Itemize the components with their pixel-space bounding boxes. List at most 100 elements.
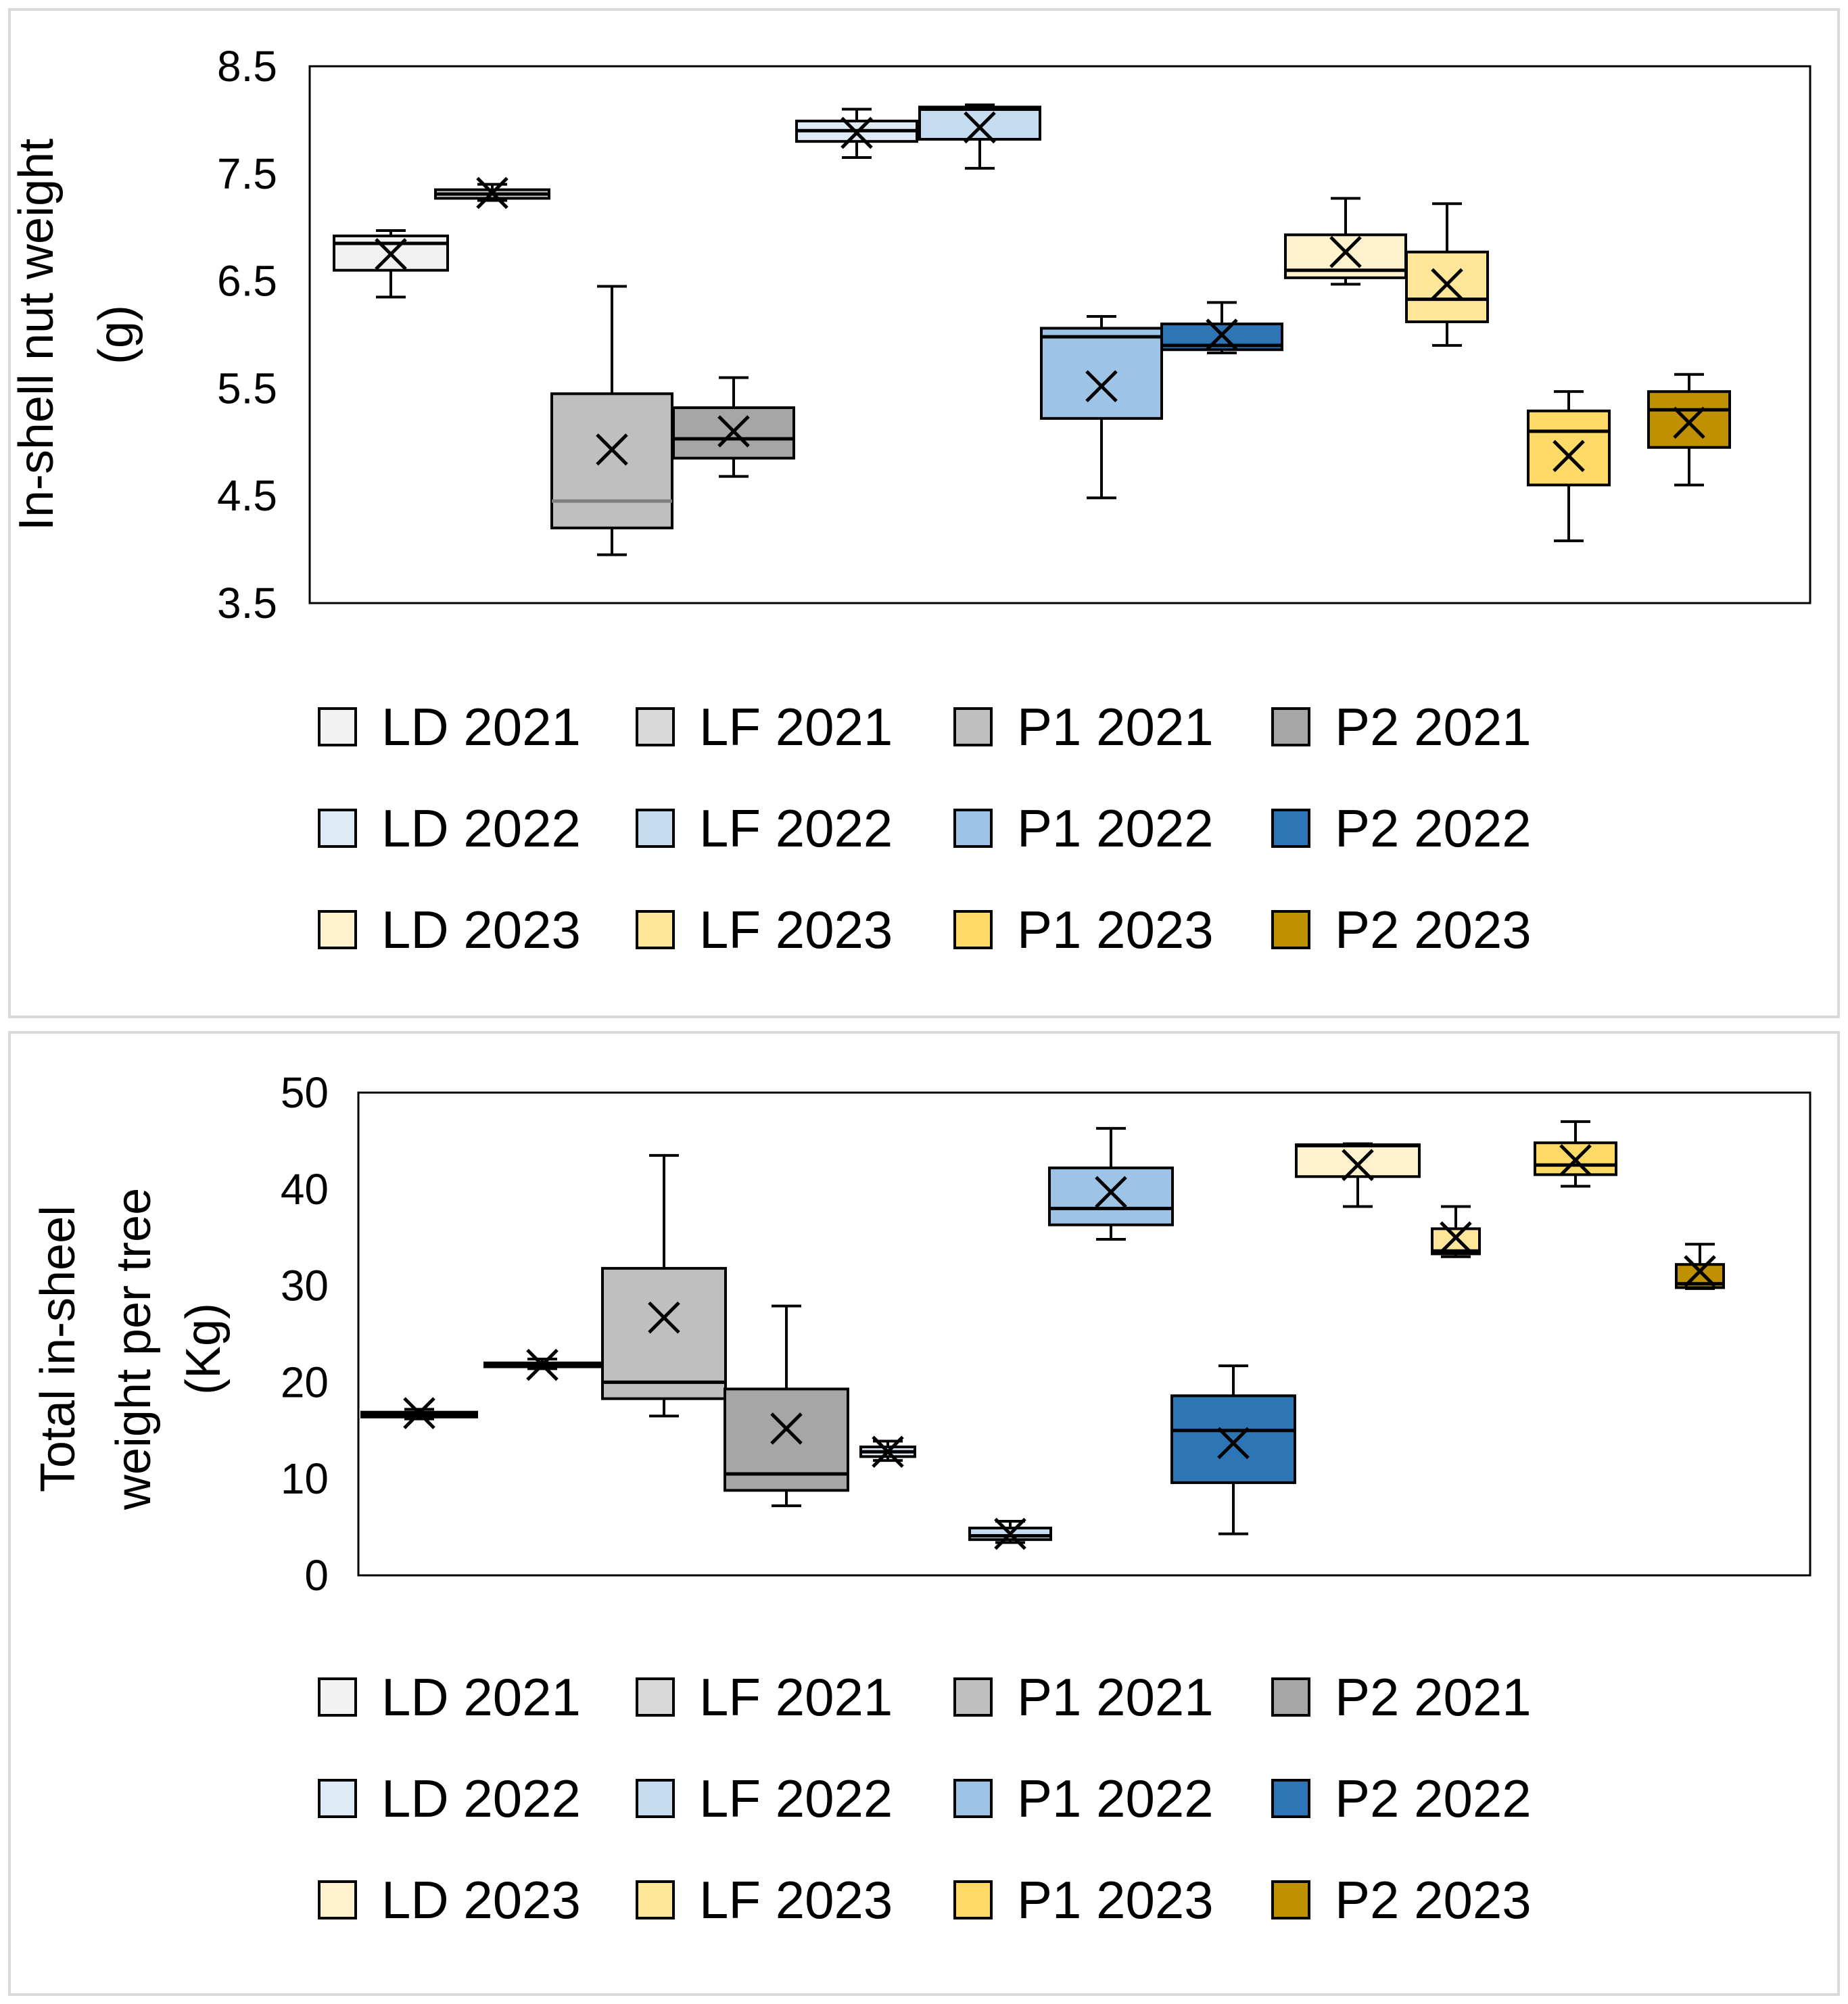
mean-marker [526, 1348, 559, 1381]
mean-marker [1329, 235, 1362, 268]
box-ld-2021 [333, 229, 449, 299]
legend-item: P1 2023 [953, 1870, 1214, 1930]
box-p1-2021 [601, 1153, 727, 1418]
legend-item: P1 2021 [953, 697, 1214, 757]
legend-item: LD 2022 [318, 798, 581, 858]
mean-marker [994, 1517, 1026, 1550]
legend-label: LD 2021 [381, 1667, 581, 1727]
box-ld-2022 [795, 108, 918, 159]
y-tick-label: 4.5 [217, 471, 277, 520]
box-iqr [601, 1266, 727, 1400]
legend-swatch [636, 1880, 675, 1919]
plot-area [357, 1091, 1811, 1577]
legend-label: LD 2021 [381, 697, 581, 757]
legend-label: LF 2023 [699, 900, 893, 959]
legend-label: P2 2023 [1335, 900, 1532, 959]
y-axis-label: (g) [89, 305, 143, 364]
legend-item: P2 2023 [1271, 900, 1532, 959]
legend-swatch [1271, 707, 1310, 746]
box-p2-2023 [1647, 373, 1731, 487]
legend-item: P2 2022 [1271, 1769, 1532, 1828]
box-lf-2023 [1405, 202, 1489, 347]
legend-label: LF 2022 [699, 798, 893, 858]
legend-label: LD 2023 [381, 1870, 581, 1930]
legend-swatch [318, 910, 357, 949]
legend-label: P1 2022 [1017, 798, 1214, 858]
legend-swatch [953, 707, 993, 746]
y-axis-label: In-shell nut weight [9, 139, 64, 531]
mean-marker [1085, 370, 1118, 402]
box-iqr [1647, 390, 1731, 449]
chart-2: 50 40 30 20 10 0 Total in-sheel weight per tree… [8, 1031, 1840, 1996]
box-p1-2023 [1527, 390, 1611, 542]
legend-swatch [318, 1677, 357, 1717]
legend-swatch [1271, 1779, 1310, 1818]
legend-swatch [1271, 809, 1310, 848]
legend-label: P1 2021 [1017, 697, 1214, 757]
y-tick-label: 6.5 [217, 257, 277, 306]
legend-item: P1 2023 [953, 900, 1214, 959]
legend-item: LD 2023 [318, 1870, 581, 1930]
mean-marker [1431, 268, 1463, 301]
y-tick-label: 30 [281, 1262, 329, 1310]
legend-item: LF 2021 [636, 697, 893, 757]
legend-swatch [318, 809, 357, 848]
mean-marker [1553, 439, 1585, 473]
box-lf-2022 [918, 103, 1041, 170]
box-iqr [1170, 1394, 1296, 1484]
mean-marker [717, 415, 750, 448]
y-axis-label: Total in-sheel [31, 1206, 85, 1492]
legend-swatch [318, 1880, 357, 1919]
box-iqr [918, 105, 1041, 141]
box-p2-2023 [1675, 1243, 1725, 1290]
y-tick-label: 10 [281, 1454, 329, 1503]
legend-label: P2 2022 [1335, 1769, 1532, 1828]
box-iqr [1048, 1166, 1174, 1226]
box-ld-2021 [360, 1397, 478, 1429]
box-ld-2022 [859, 1435, 916, 1468]
y-tick-label: 5.5 [217, 364, 277, 412]
legend-swatch [636, 910, 675, 949]
box-iqr [1295, 1143, 1421, 1178]
legend-item: LF 2021 [636, 1667, 893, 1727]
legend-swatch [953, 1677, 993, 1717]
mean-marker [1440, 1221, 1472, 1254]
legend-swatch [953, 910, 993, 949]
legend-item: P2 2021 [1271, 697, 1532, 757]
legend-label: P1 2022 [1017, 1769, 1214, 1828]
mean-marker [1684, 1255, 1716, 1287]
legend-swatch [953, 809, 993, 848]
legend-swatch [318, 1779, 357, 1818]
mean-marker [1559, 1144, 1592, 1176]
legend-label: P2 2021 [1335, 1667, 1532, 1727]
box-lf-2022 [968, 1517, 1052, 1550]
legend-item: P1 2022 [953, 798, 1214, 858]
legend-label: LD 2022 [381, 798, 581, 858]
legend-item: LD 2021 [318, 1667, 581, 1727]
y-tick-label: 40 [281, 1165, 329, 1214]
legend-swatch [1271, 910, 1310, 949]
mean-marker [840, 116, 873, 149]
box-lf-2021 [483, 1348, 601, 1381]
plot-area [308, 65, 1811, 604]
legend-swatch [636, 1779, 675, 1818]
y-tick-label: 0 [304, 1551, 329, 1600]
legend-label: P2 2023 [1335, 1870, 1532, 1930]
y-tick-label: 3.5 [217, 579, 277, 627]
box-p2-2021 [724, 1304, 849, 1508]
legend-label: LF 2021 [699, 697, 893, 757]
legend-swatch [636, 809, 675, 848]
box-p1-2022 [1048, 1126, 1174, 1241]
box-p2-2022 [1170, 1364, 1296, 1535]
legend-swatch [1271, 1880, 1310, 1919]
legend-label: P1 2023 [1017, 1870, 1214, 1930]
legend-item: LF 2022 [636, 1769, 893, 1828]
legend-item: P2 2021 [1271, 1667, 1532, 1727]
legend-item: LD 2021 [318, 697, 581, 757]
mean-marker [964, 111, 996, 144]
legend-label: LD 2022 [381, 1769, 581, 1828]
box-p1-2021 [550, 285, 673, 556]
legend-label: LF 2023 [699, 1870, 893, 1930]
legend-swatch [636, 707, 675, 746]
